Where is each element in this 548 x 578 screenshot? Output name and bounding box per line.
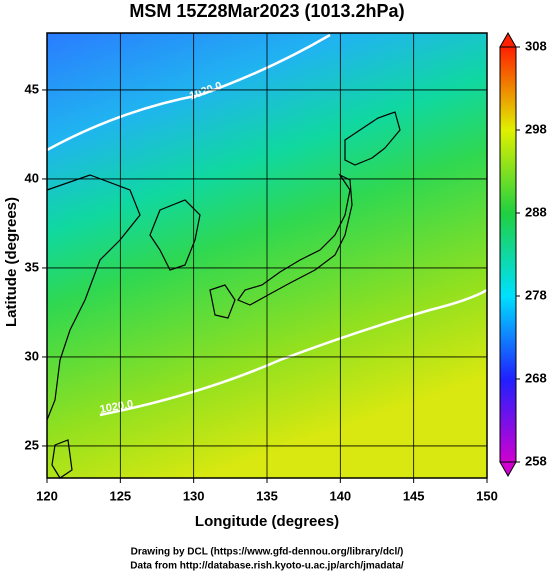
colorbar-label: 298 xyxy=(525,121,547,136)
colorbar xyxy=(499,46,517,463)
x-tick-label: 125 xyxy=(109,488,131,503)
y-axis-label: Latitude (degrees) xyxy=(3,197,20,327)
colorbar-label: 308 xyxy=(525,38,547,53)
isobar-label: 1020.0 xyxy=(99,398,134,416)
y-tick-label: 45 xyxy=(25,81,39,96)
footer: Drawing by DCL (https://www.gfd-dennou.o… xyxy=(131,547,404,558)
footer: Data from http://database.rish.kyoto-u.a… xyxy=(130,561,404,572)
chart-title: MSM 15Z28Mar2023 (1013.2hPa) xyxy=(129,1,404,21)
x-axis-label: Longitude (degrees) xyxy=(195,513,339,530)
colorbar-label: 258 xyxy=(525,453,547,468)
colorbar-extend xyxy=(499,31,517,48)
colorbar-label: 268 xyxy=(525,370,547,385)
x-tick-label: 130 xyxy=(183,488,205,503)
grid xyxy=(46,33,488,478)
isobar xyxy=(46,33,488,417)
y-tick-label: 40 xyxy=(25,170,39,185)
x-tick-label: 150 xyxy=(476,488,498,503)
y-tick-label: 35 xyxy=(25,259,39,274)
colorbar-label: 278 xyxy=(525,287,547,302)
coastline xyxy=(46,111,401,479)
x-tick-label: 145 xyxy=(403,488,425,503)
colorbar-label: 288 xyxy=(525,204,547,219)
x-tick-label: 135 xyxy=(256,488,278,503)
x-tick-label: 140 xyxy=(329,488,351,503)
x-tick-label: 120 xyxy=(36,488,58,503)
y-tick-label: 25 xyxy=(25,437,39,452)
y-tick-label: 30 xyxy=(25,348,39,363)
colorbar-extend xyxy=(499,461,517,478)
